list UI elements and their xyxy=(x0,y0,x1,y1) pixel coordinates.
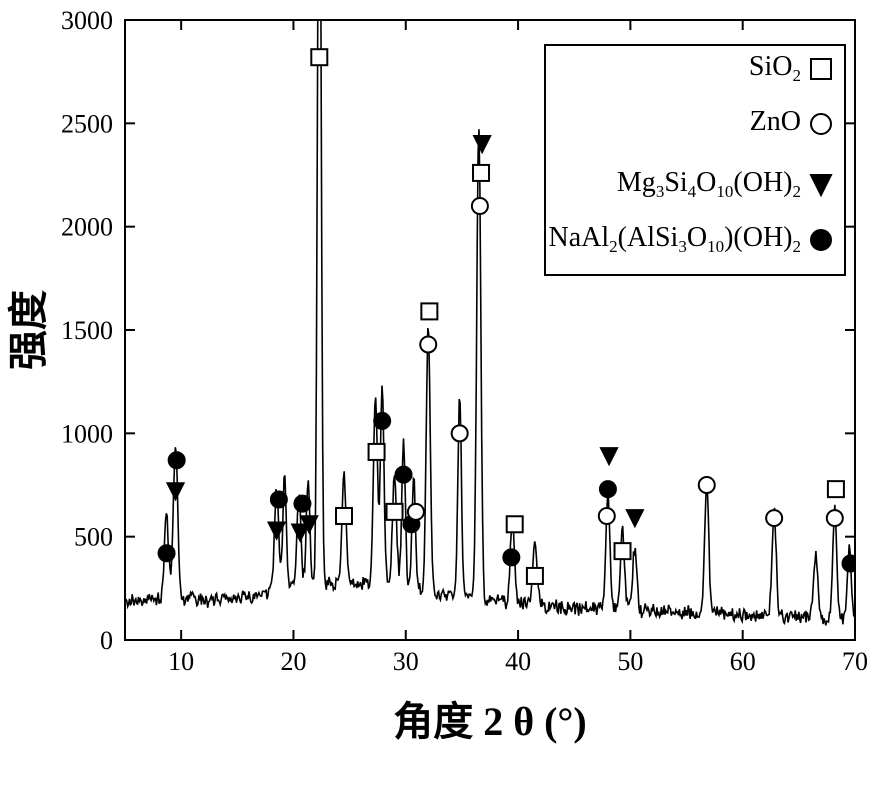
x-tick-label: 40 xyxy=(505,647,531,676)
y-tick-label: 1500 xyxy=(61,316,113,345)
legend-label: ZnO xyxy=(750,106,801,137)
x-axis-title: 角度 2 θ (°) xyxy=(393,699,587,744)
y-tick-label: 500 xyxy=(74,523,113,552)
y-tick-label: 1000 xyxy=(61,419,113,448)
x-tick-label: 50 xyxy=(617,647,643,676)
legend-label: Mg3Si4O10(OH)2 xyxy=(617,167,801,201)
y-axis-title: 强度 xyxy=(6,290,51,370)
y-tick-label: 3000 xyxy=(61,6,113,35)
legend-label: NaAl2(AlSi3O10)(OH)2 xyxy=(549,222,802,256)
y-tick-label: 0 xyxy=(100,626,113,655)
x-tick-label: 10 xyxy=(168,647,194,676)
x-tick-label: 20 xyxy=(280,647,306,676)
x-tick-label: 30 xyxy=(393,647,419,676)
x-tick-label: 60 xyxy=(730,647,756,676)
y-tick-label: 2000 xyxy=(61,213,113,242)
x-tick-label: 70 xyxy=(842,647,868,676)
y-tick-label: 2500 xyxy=(61,109,113,138)
